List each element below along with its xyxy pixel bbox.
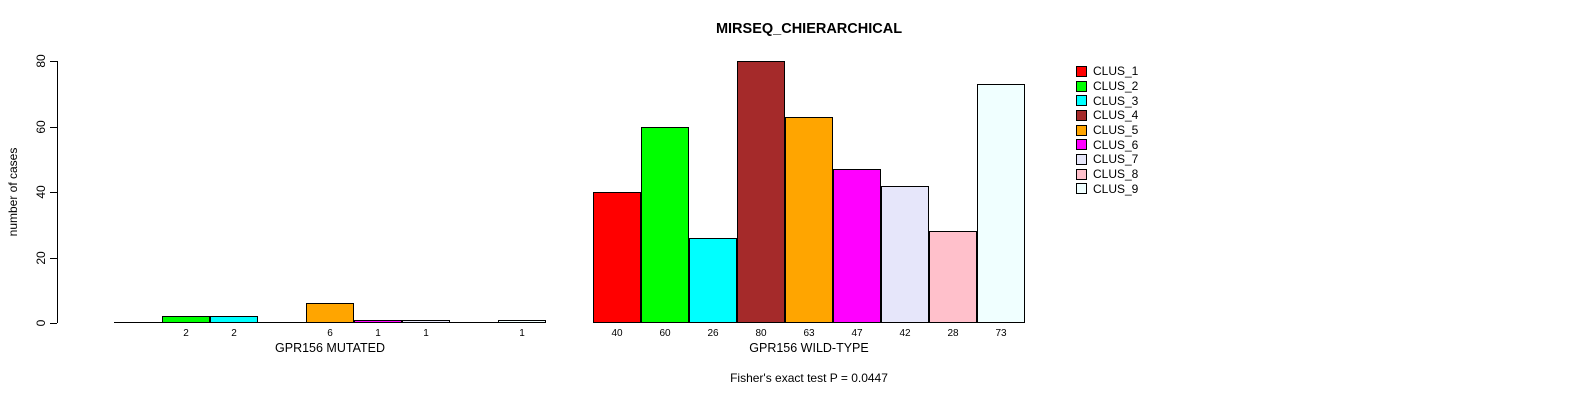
legend-swatch-clus_9 xyxy=(1076,183,1087,195)
y-tick-label: 20 xyxy=(34,251,48,265)
bar-clus_3 xyxy=(689,238,737,323)
y-tick-mark xyxy=(50,61,57,62)
legend-label: CLUS_1 xyxy=(1093,64,1139,79)
legend-label: CLUS_4 xyxy=(1093,108,1139,123)
bar-value-label: 2 xyxy=(183,328,189,339)
legend-swatch-clus_1 xyxy=(1076,65,1087,77)
bar-value-label: 26 xyxy=(707,328,719,339)
chart-title: MIRSEQ_CHIERARCHICAL xyxy=(715,21,903,37)
bar-value-label: 42 xyxy=(899,328,911,339)
bar-clus_4 xyxy=(737,61,785,323)
bar-value-label: 28 xyxy=(947,328,959,339)
bar-clus_8 xyxy=(929,231,977,323)
legend-label: CLUS_5 xyxy=(1093,123,1139,138)
legend-swatch-clus_6 xyxy=(1076,139,1087,151)
legend-item-clus_1: CLUS_1 xyxy=(1076,64,1138,79)
bar-clus_6 xyxy=(833,169,881,323)
bar-clus_1-zero xyxy=(114,322,162,323)
bar-value-label: 63 xyxy=(803,328,815,339)
legend-label: CLUS_6 xyxy=(1093,137,1139,152)
bar-value-label: 47 xyxy=(851,328,863,339)
legend-swatch-clus_3 xyxy=(1076,95,1087,107)
bar-clus_7 xyxy=(402,320,450,323)
legend-item-clus_8: CLUS_8 xyxy=(1076,167,1138,182)
y-tick-label: 0 xyxy=(34,319,48,327)
y-axis-line xyxy=(57,61,58,323)
bar-clus_3 xyxy=(210,316,258,323)
bar-value-label: 1 xyxy=(375,328,381,339)
fisher-test-annotation: Fisher's exact test P = 0.0447 xyxy=(730,371,888,385)
bar-clus_9 xyxy=(498,320,546,323)
legend-item-clus_6: CLUS_6 xyxy=(1076,137,1138,152)
legend-item-clus_7: CLUS_7 xyxy=(1076,152,1138,167)
legend-label: CLUS_7 xyxy=(1093,152,1139,167)
legend-label: CLUS_9 xyxy=(1093,181,1139,196)
y-axis-label: number of cases xyxy=(6,147,20,237)
legend-item-clus_5: CLUS_5 xyxy=(1076,123,1138,138)
y-tick-mark xyxy=(50,323,57,324)
legend-item-clus_2: CLUS_2 xyxy=(1076,79,1138,94)
bar-value-label: 60 xyxy=(659,328,671,339)
bar-value-label: 2 xyxy=(231,328,237,339)
legend-label: CLUS_2 xyxy=(1093,79,1139,94)
legend-item-clus_3: CLUS_3 xyxy=(1076,93,1138,108)
x-axis-group-label: GPR156 MUTATED xyxy=(275,341,385,355)
bar-value-label: 80 xyxy=(755,328,767,339)
bar-clus_9 xyxy=(977,84,1025,323)
bar-value-label: 1 xyxy=(519,328,525,339)
y-tick-label: 80 xyxy=(34,54,48,68)
bar-clus_5 xyxy=(785,117,833,323)
bar-value-label: 6 xyxy=(327,328,333,339)
bar-value-label: 40 xyxy=(611,328,623,339)
legend-swatch-clus_2 xyxy=(1076,80,1087,92)
bar-value-label: 73 xyxy=(995,328,1007,339)
bar-clus_7 xyxy=(881,186,929,323)
bar-clus_8-zero xyxy=(450,322,498,323)
legend-item-clus_4: CLUS_4 xyxy=(1076,108,1138,123)
legend-swatch-clus_8 xyxy=(1076,168,1087,180)
bar-clus_6 xyxy=(354,320,402,323)
legend: CLUS_1 CLUS_2 CLUS_3 CLUS_4 CLUS_5 CLUS_6 CLUS… xyxy=(1076,64,1138,196)
bar-clus_2 xyxy=(641,127,689,323)
bar-clus_5 xyxy=(306,303,354,323)
y-tick-mark xyxy=(50,258,57,259)
legend-swatch-clus_4 xyxy=(1076,109,1087,121)
y-tick-mark xyxy=(50,192,57,193)
y-tick-label: 40 xyxy=(34,185,48,199)
y-tick-mark xyxy=(50,127,57,128)
legend-item-clus_9: CLUS_9 xyxy=(1076,182,1138,197)
legend-swatch-clus_5 xyxy=(1076,124,1087,136)
y-tick-label: 60 xyxy=(34,120,48,134)
x-axis-group-label: GPR156 WILD-TYPE xyxy=(749,341,869,355)
legend-label: CLUS_3 xyxy=(1093,93,1139,108)
bar-clus_4-zero xyxy=(258,322,306,323)
bar-value-label: 1 xyxy=(423,328,429,339)
legend-swatch-clus_7 xyxy=(1076,153,1087,165)
bar-clus_2 xyxy=(162,316,210,323)
legend-label: CLUS_8 xyxy=(1093,167,1139,182)
bar-clus_1 xyxy=(593,192,641,323)
